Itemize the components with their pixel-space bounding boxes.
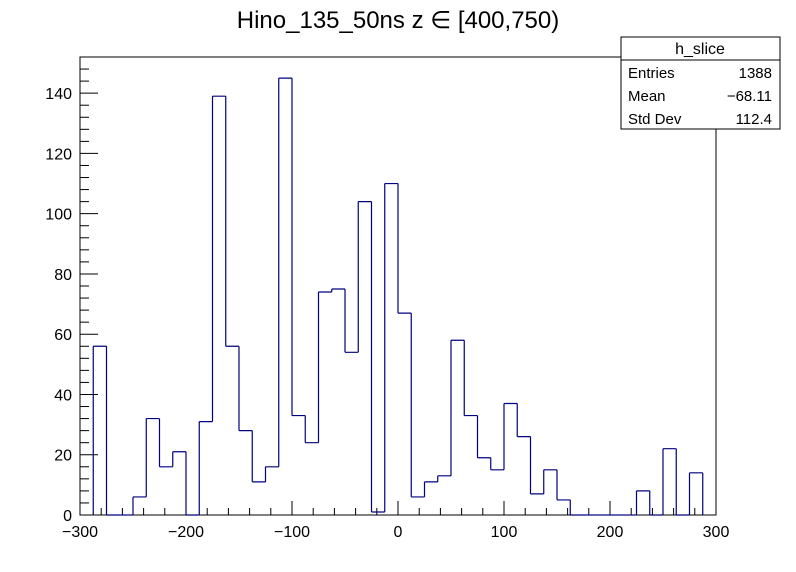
y-tick-label: 0	[63, 508, 72, 525]
histogram-bin	[397, 183, 412, 314]
axes: −300 −200 −100 0 100 200 300 0 20 40 60 80 100 120 140	[45, 56, 730, 541]
histogram-bin	[410, 313, 425, 498]
histogram-bin	[437, 475, 451, 482]
histogram-bin	[105, 346, 120, 516]
stats-entries-value: 1388	[739, 65, 772, 82]
histogram-bin	[675, 448, 690, 516]
histogram-bin	[291, 78, 306, 417]
histogram-bin	[649, 490, 663, 516]
histogram-bin	[503, 402, 518, 470]
y-tick-label: 20	[54, 448, 72, 465]
histogram-bin	[543, 469, 557, 494]
histogram-bin	[569, 499, 584, 516]
stats-stddev-value: 112.4	[736, 111, 772, 128]
stats-box: h_slice Entries 1388 Mean −68.11 Std Dev…	[620, 36, 781, 130]
histogram-bin	[158, 418, 173, 468]
x-tick-label: −300	[62, 524, 98, 541]
x-tick-label: 300	[703, 524, 730, 541]
x-tick-label: 0	[394, 524, 403, 541]
histogram-bin	[132, 496, 147, 515]
histogram-bin	[556, 469, 571, 501]
x-tick-label: −200	[168, 524, 204, 541]
y-tick-label: 140	[45, 86, 72, 103]
stats-mean-value: −68.11	[727, 88, 772, 105]
stats-mean-label: Mean	[628, 88, 666, 105]
stats-entries-label: Entries	[628, 65, 675, 82]
histogram-bin	[238, 346, 253, 432]
histogram-bin	[476, 415, 491, 459]
histogram-bin	[635, 490, 650, 515]
y-tick-label: 120	[45, 146, 72, 163]
histogram-bin	[688, 472, 704, 515]
y-tick-label: 100	[45, 207, 72, 224]
histogram-bin	[198, 420, 213, 515]
stats-name: h_slice	[675, 41, 725, 58]
y-tick-label: 40	[54, 387, 72, 404]
x-tick-label: −100	[274, 524, 310, 541]
histogram-bin	[185, 451, 200, 516]
histogram-bin	[423, 481, 438, 497]
stats-box-frame	[620, 36, 781, 130]
y-tick-label: 60	[54, 327, 72, 344]
chart-title: Hino_135_50ns z ∈ [400,750)	[237, 7, 559, 34]
histogram-bin	[357, 201, 372, 353]
histogram-bin	[490, 457, 504, 471]
histogram-bin	[264, 466, 279, 482]
histogram-bin	[211, 95, 226, 422]
histogram-bin	[516, 403, 531, 438]
x-tick-label: 100	[491, 524, 518, 541]
histogram-bin	[370, 201, 385, 513]
stats-stddev-label: Std Dev	[628, 111, 682, 128]
x-tick-label: 200	[597, 524, 624, 541]
histogram-bin	[529, 436, 544, 495]
histogram-bin	[344, 289, 359, 353]
histogram-bin	[304, 415, 319, 444]
histogram-bin	[331, 288, 345, 293]
y-tick-label: 80	[54, 267, 72, 284]
histogram-bars	[92, 77, 704, 516]
histogram-bin	[384, 182, 398, 512]
histogram-bin	[145, 417, 160, 497]
histogram-bin	[251, 430, 266, 483]
histogram-bin	[92, 345, 107, 515]
histogram-bin	[450, 339, 465, 476]
histogram-bin	[317, 291, 332, 443]
histogram-bin	[278, 77, 292, 467]
histogram-bin	[463, 340, 478, 417]
histogram-bin	[172, 451, 186, 467]
histogram-bin	[225, 96, 239, 347]
histogram-bin	[662, 448, 677, 515]
